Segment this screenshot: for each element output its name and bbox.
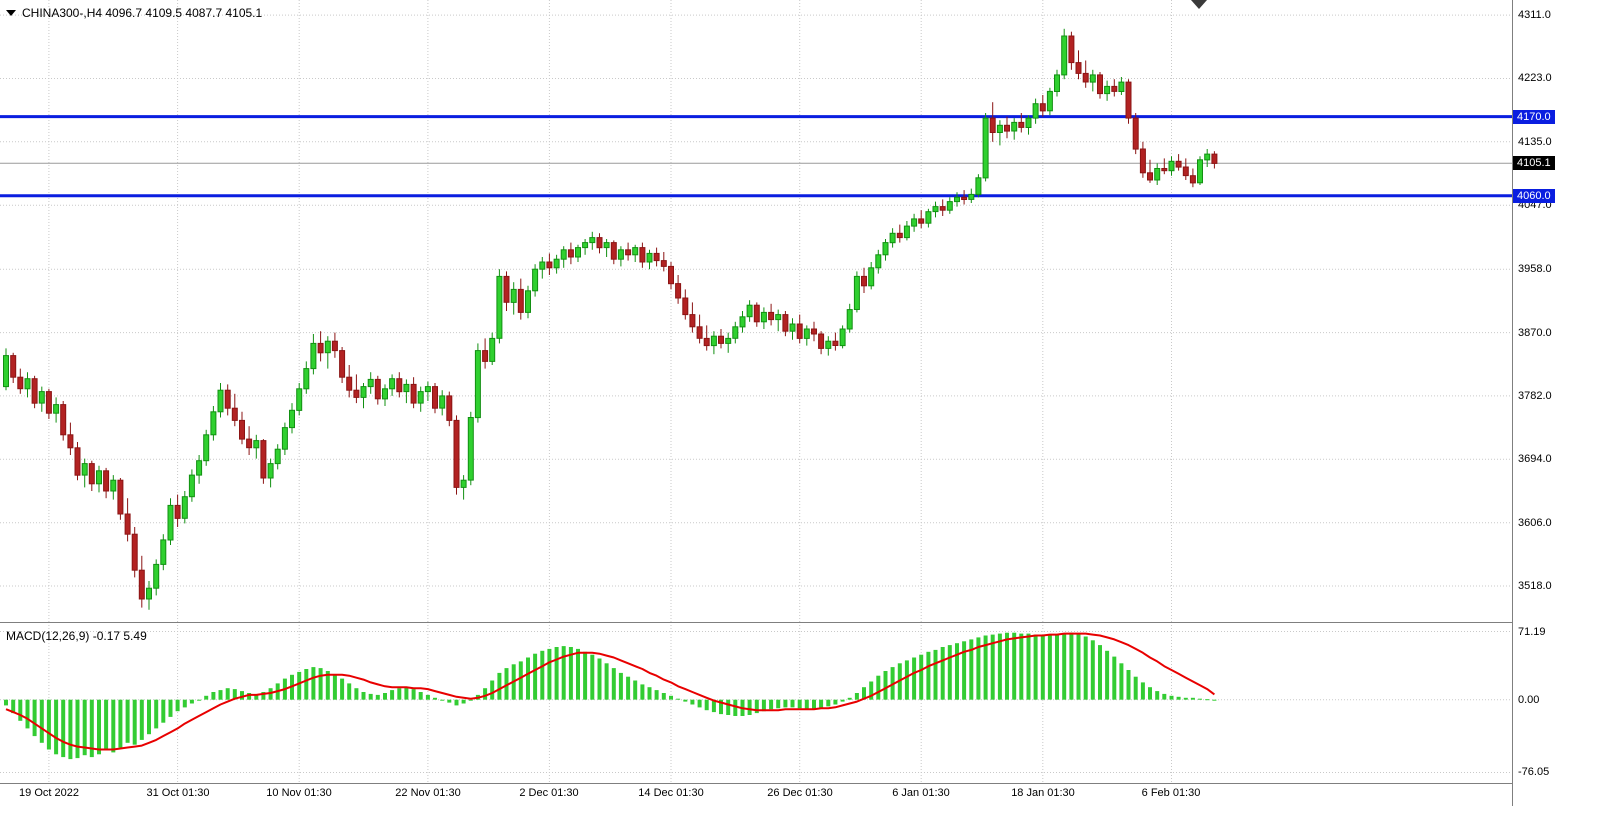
- price-axis-label: 3870.0: [1518, 327, 1552, 339]
- time-axis-label: 6 Jan 01:30: [892, 787, 950, 799]
- macd-indicator-pane[interactable]: [0, 625, 1512, 782]
- price-axis[interactable]: 4311.0 4223.0 4135.0 4047.0 3958.0 3870.0 3782…: [1512, 0, 1601, 806]
- price-axis-label: 3958.0: [1518, 263, 1552, 275]
- hline-price-badge: 4170.0: [1513, 110, 1555, 124]
- price-axis-label: 3694.0: [1518, 453, 1552, 465]
- time-axis-label: 6 Feb 01:30: [1141, 787, 1201, 799]
- time-gridlines: [48, 0, 1172, 622]
- hline-price-badge: 4060.0: [1513, 189, 1555, 203]
- time-axis-separator: [0, 783, 1512, 784]
- chart-shift-marker-icon[interactable]: [1191, 0, 1207, 9]
- macd-axis-label: 71.19: [1518, 626, 1546, 638]
- price-axis-label: 4311.0: [1518, 9, 1551, 21]
- time-axis-label: 22 Nov 01:30: [395, 787, 461, 799]
- time-axis-label: 18 Jan 01:30: [1011, 787, 1075, 799]
- candle-bodies: [3, 35, 1218, 600]
- macd-axis-label: -76.05: [1518, 766, 1550, 778]
- symbol-ohlc-text: CHINA300-,H4 4096.7 4109.5 4087.7 4105.1: [22, 6, 263, 20]
- macd-indicator-label: MACD(12,26,9) -0.17 5.49: [6, 629, 147, 643]
- time-axis-label: 2 Dec 01:30: [519, 787, 579, 799]
- macd-signal-line: [5, 632, 1215, 751]
- macd-histogram: [4, 632, 1217, 760]
- price-axis-label: 3782.0: [1518, 390, 1552, 402]
- symbol-dropdown-icon[interactable]: [6, 10, 16, 16]
- time-axis-label: 10 Nov 01:30: [266, 787, 332, 799]
- price-axis-label: 3606.0: [1518, 517, 1552, 529]
- pane-separator[interactable]: [0, 622, 1512, 623]
- time-axis[interactable]: 19 Oct 2022 31 Oct 01:30 10 Nov 01:30 22 No…: [0, 787, 1512, 805]
- time-axis-label: 19 Oct 2022: [19, 787, 79, 799]
- macd-axis-label: 0.00: [1518, 694, 1540, 706]
- price-axis-label: 4223.0: [1518, 72, 1552, 84]
- time-axis-label: 14 Dec 01:30: [638, 787, 704, 799]
- symbol-ohlc-header: CHINA300-,H4 4096.7 4109.5 4087.7 4105.1: [6, 6, 262, 20]
- time-axis-label: 31 Oct 01:30: [146, 787, 210, 799]
- support-resistance-lines[interactable]: [0, 115, 1512, 198]
- bid-price-badge: 4105.1: [1513, 156, 1555, 170]
- price-axis-label: 4135.0: [1518, 136, 1552, 148]
- price-axis-label: 3518.0: [1518, 580, 1552, 592]
- price-gridlines: [0, 14, 1512, 587]
- time-axis-label: 26 Dec 01:30: [767, 787, 833, 799]
- main-price-pane[interactable]: [0, 0, 1512, 622]
